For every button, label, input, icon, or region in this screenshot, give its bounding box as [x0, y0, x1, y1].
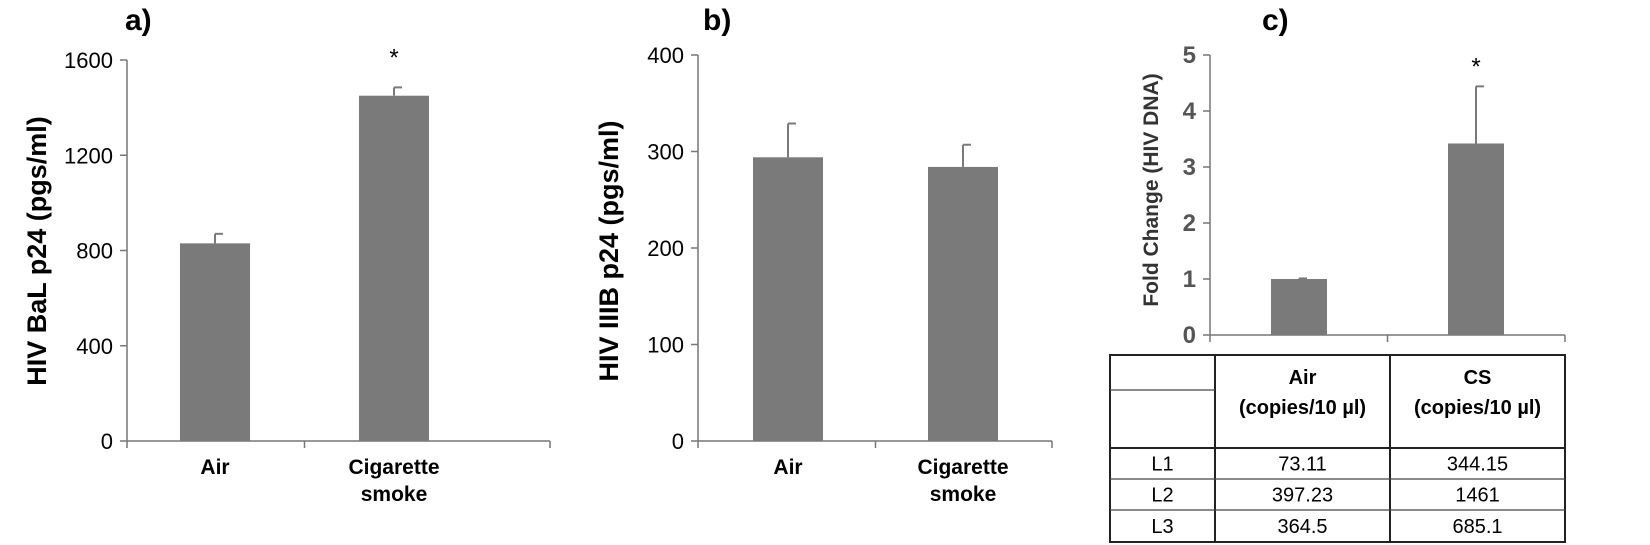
panel-a-y-axis-label: HIV BaL p24 (pgs/ml): [22, 116, 52, 386]
x-category-label: Air: [200, 456, 229, 479]
y-tick-label: 0: [672, 429, 684, 454]
table-col-subheader: (copies/10 µl): [1414, 397, 1541, 419]
panel-c-chart: c) Fold Change (HIV DNA) 0 1 2 3 4 5 *: [1140, 4, 1566, 349]
bar-air: [180, 243, 250, 441]
y-tick-label: 4: [1183, 98, 1197, 125]
panel-a-label: a): [125, 4, 152, 37]
significance-marker: *: [1471, 53, 1480, 80]
table-row-label: L2: [1151, 485, 1173, 507]
panel-b-y-axis-label: HIV IIIB p24 (pgs/ml): [594, 120, 624, 381]
significance-marker: *: [389, 44, 398, 71]
y-tick-label: 0: [101, 429, 113, 454]
x-category-label: Air: [773, 456, 802, 479]
y-tick-label: 0: [1183, 322, 1196, 349]
x-category-label: Cigarette smoke: [917, 456, 1008, 506]
y-tick-label: 800: [76, 239, 113, 264]
table-cell: 685.1: [1452, 516, 1502, 538]
table-cell: 397.23: [1272, 485, 1333, 507]
y-tick-label: 100: [647, 333, 684, 358]
y-tick-label: 300: [647, 140, 684, 165]
y-tick-label: 1600: [64, 48, 113, 73]
panel-a-chart: a) HIV BaL p24 (pgs/ml) 0 400 800 1200 1600 A…: [22, 4, 551, 506]
table-cell: 344.15: [1447, 454, 1508, 476]
panel-c-y-axis-label: Fold Change (HIV DNA): [1140, 73, 1163, 306]
y-tick-label: 400: [647, 43, 684, 68]
table-col-header: Air: [1289, 367, 1317, 389]
bar-cigarette-smoke: [359, 95, 429, 441]
y-tick-label: 400: [76, 334, 113, 359]
table-col-subheader: (copies/10 µl): [1239, 397, 1366, 419]
y-tick-label: 200: [647, 236, 684, 261]
table-cell: 73.11: [1278, 454, 1327, 476]
table-row-label: L1: [1151, 454, 1173, 476]
y-tick-label: 2: [1183, 210, 1196, 237]
bar-air: [753, 157, 823, 442]
table-row-label: L3: [1151, 516, 1173, 538]
x-category-label: Cigarette smoke: [348, 456, 439, 506]
bar-cs: [1448, 143, 1504, 335]
hiv-dna-table: Air (copies/10 µl) CS (copies/10 µl) L1 73.11…: [1109, 354, 1566, 543]
table-col-header: CS: [1464, 367, 1492, 389]
table-cell: 1461: [1455, 485, 1500, 507]
y-tick-label: 1: [1183, 266, 1196, 293]
table-cell: 364.5: [1277, 516, 1327, 538]
bar-cigarette-smoke: [928, 166, 998, 441]
y-tick-label: 5: [1183, 42, 1196, 69]
panel-c-label: c): [1262, 4, 1289, 37]
y-tick-label: 3: [1183, 154, 1196, 181]
panel-b-label: b): [703, 4, 731, 37]
bar-air: [1271, 279, 1327, 335]
panel-b-chart: b) HIV IIIB p24 (pgs/ml) 0 100 200 300 400 Ai…: [594, 4, 1053, 506]
y-tick-label: 1200: [64, 143, 113, 168]
